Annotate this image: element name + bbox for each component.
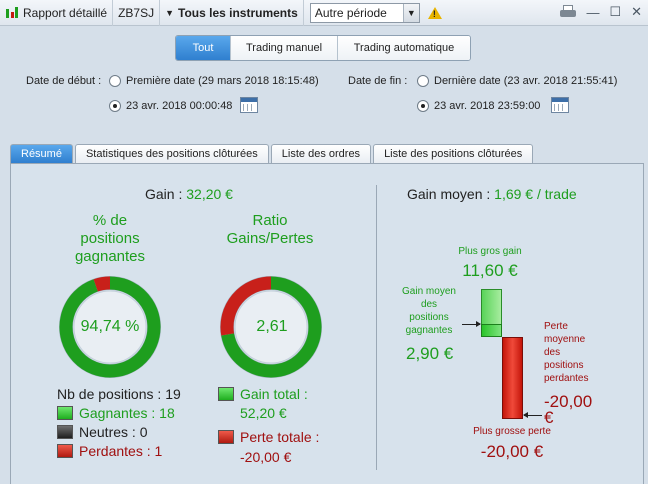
tab-summary[interactable]: Résumé bbox=[10, 144, 73, 163]
gain-header: Gain : 32,20 € bbox=[145, 186, 233, 202]
detailed-report-label: Rapport détaillé bbox=[23, 5, 108, 20]
trading-type-filter: Tout Trading manuel Trading automatique bbox=[175, 35, 471, 61]
losing-count: Perdantes : 1 bbox=[79, 443, 163, 459]
winning-pct-title: % de positions gagnantes bbox=[74, 212, 146, 265]
chevron-down-icon[interactable]: ▼ bbox=[402, 3, 419, 22]
max-gain-value: 11,60 € bbox=[462, 261, 518, 280]
start-date-label: Date de début : bbox=[26, 75, 102, 87]
start-first-date-radio[interactable] bbox=[109, 75, 121, 87]
winning-legend-swatch bbox=[57, 406, 73, 420]
positions-count-label: Nb de positions : bbox=[57, 386, 162, 402]
end-date-label: Date de fin : bbox=[348, 75, 408, 87]
calendar-icon[interactable] bbox=[551, 97, 569, 113]
neutral-legend-swatch bbox=[57, 425, 73, 439]
ratio-title: Ratio Gains/Pertes bbox=[226, 212, 314, 247]
avg-loss-label: Perte moyenne des positions perdantes bbox=[544, 321, 589, 384]
loss-bar bbox=[502, 337, 523, 419]
close-button[interactable]: ✕ bbox=[631, 4, 642, 19]
tab-bar: Résumé Statistiques des positions clôtur… bbox=[10, 144, 534, 163]
average-gain-value: 1,69 € / trade bbox=[494, 186, 577, 202]
total-loss-value: -20,00 € bbox=[240, 449, 292, 465]
total-gain-label: Gain total : bbox=[240, 386, 308, 402]
avg-win-label: Gain moyen des positions gagnantes bbox=[402, 286, 456, 336]
end-last-date-text: Dernière date (23 avr. 2018 21:55:41) bbox=[434, 75, 618, 87]
winning-count: Gagnantes : 18 bbox=[79, 405, 175, 421]
max-loss-value: -20,00 € bbox=[480, 442, 544, 461]
panel-divider bbox=[376, 185, 377, 470]
tab-closed-positions-list[interactable]: Liste des positions clôturées bbox=[373, 144, 534, 163]
end-custom-date-radio[interactable] bbox=[417, 100, 429, 112]
max-gain-label: Plus gros gain bbox=[458, 246, 522, 257]
account-button[interactable]: ZB7SJ bbox=[113, 0, 161, 26]
total-gain-legend-swatch bbox=[218, 387, 234, 401]
average-gain-header: Gain moyen : 1,69 € / trade bbox=[407, 186, 577, 202]
calendar-icon[interactable] bbox=[240, 97, 258, 113]
avg-win-bar bbox=[481, 324, 502, 337]
start-custom-date-radio[interactable] bbox=[109, 100, 121, 112]
end-custom-date-text: 23 avr. 2018 23:59:00 bbox=[434, 100, 541, 112]
segment-automatic-trading[interactable]: Trading automatique bbox=[338, 36, 470, 60]
segment-manual-trading[interactable]: Trading manuel bbox=[231, 36, 338, 60]
period-select-value: Autre période bbox=[314, 5, 387, 20]
maximize-button[interactable]: ☐ bbox=[609, 4, 622, 19]
end-last-date-radio[interactable] bbox=[417, 75, 429, 87]
segment-all[interactable]: Tout bbox=[176, 36, 231, 60]
printer-icon[interactable] bbox=[560, 5, 577, 19]
ratio-value: 2,61 bbox=[256, 318, 288, 335]
detailed-report-button[interactable]: Rapport détaillé bbox=[0, 0, 114, 26]
instruments-label: Tous les instruments bbox=[178, 5, 298, 20]
start-custom-date-text: 23 avr. 2018 00:00:48 bbox=[126, 100, 233, 112]
warning-icon[interactable]: ! bbox=[427, 6, 442, 19]
tab-orders-list[interactable]: Liste des ordres bbox=[270, 144, 372, 163]
dropdown-triangle-icon: ▼ bbox=[165, 7, 174, 18]
avg-loss-value: -20,00 € bbox=[544, 392, 593, 427]
tab-closed-positions-stats[interactable]: Statistiques des positions clôturées bbox=[74, 144, 269, 163]
winning-pct-value: 94,74 % bbox=[80, 318, 140, 335]
start-first-date-text: Première date (29 mars 2018 18:15:48) bbox=[126, 75, 319, 87]
total-loss-label: Perte totale : bbox=[240, 429, 320, 445]
max-loss-label: Plus grosse perte bbox=[473, 426, 551, 437]
period-select[interactable]: Autre période ▼ bbox=[309, 2, 420, 23]
gain-value: 32,20 € bbox=[186, 186, 233, 202]
average-gain-label: Gain moyen : bbox=[407, 186, 491, 202]
avg-loss-pointer bbox=[523, 412, 542, 418]
positions-count-value: 19 bbox=[165, 386, 181, 402]
account-label: ZB7SJ bbox=[118, 5, 155, 20]
avg-win-pointer bbox=[462, 321, 481, 327]
avg-win-value: 2,90 € bbox=[406, 344, 454, 363]
total-loss-legend-swatch bbox=[218, 430, 234, 444]
candlestick-icon bbox=[5, 6, 19, 20]
losing-legend-swatch bbox=[57, 444, 73, 458]
instruments-dropdown[interactable]: ▼ Tous les instruments bbox=[160, 0, 304, 26]
toolbar: Rapport détaillé ZB7SJ ▼ Tous les instru… bbox=[0, 0, 648, 26]
minimize-button[interactable]: — bbox=[586, 4, 600, 20]
neutral-count: Neutres : 0 bbox=[79, 424, 148, 440]
total-gain-value: 52,20 € bbox=[240, 405, 287, 421]
gain-label: Gain : bbox=[145, 186, 183, 202]
positions-count: Nb de positions : 19 bbox=[57, 386, 181, 402]
